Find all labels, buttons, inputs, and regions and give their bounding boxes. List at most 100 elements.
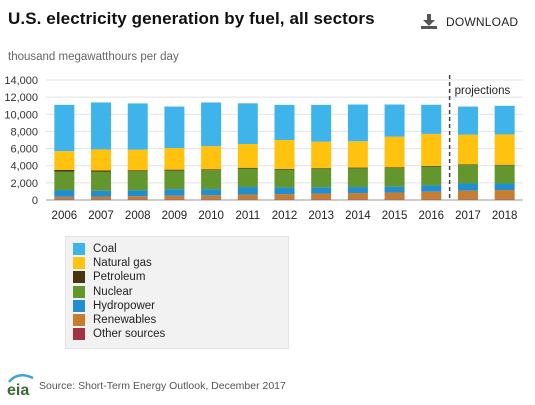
bar-petroleum[interactable] — [91, 170, 112, 172]
bar-petroleum[interactable] — [164, 169, 185, 171]
bar-petroleum[interactable] — [494, 164, 515, 166]
bar-renewables[interactable] — [457, 190, 478, 200]
bar-natural-gas[interactable] — [91, 149, 112, 171]
bar-natural-gas[interactable] — [127, 149, 148, 171]
bar-nuclear[interactable] — [164, 170, 185, 190]
bar-renewables[interactable] — [237, 194, 258, 200]
bar-coal[interactable] — [127, 103, 148, 150]
bar-natural-gas[interactable] — [237, 144, 258, 168]
legend-item-petroleum[interactable]: Petroleum — [73, 270, 288, 284]
legend-label: Renewables — [93, 314, 157, 327]
bar-natural-gas[interactable] — [421, 133, 442, 166]
bar-coal[interactable] — [164, 106, 185, 149]
bar-hydropower[interactable] — [237, 187, 258, 195]
bar-renewables[interactable] — [274, 194, 295, 200]
bar-nuclear[interactable] — [237, 168, 258, 188]
bar-natural-gas[interactable] — [384, 136, 405, 168]
bar-nuclear[interactable] — [494, 165, 515, 184]
download-icon — [421, 14, 437, 29]
bar-coal[interactable] — [494, 105, 515, 135]
bar-renewables[interactable] — [421, 191, 442, 200]
bar-nuclear[interactable] — [347, 168, 368, 188]
bar-nuclear[interactable] — [457, 164, 478, 184]
legend-item-natural-gas[interactable]: Natural gas — [73, 256, 288, 270]
bar-renewables[interactable] — [91, 196, 112, 200]
bar-renewables[interactable] — [201, 195, 222, 200]
bar-hydropower[interactable] — [91, 190, 112, 197]
bar-natural-gas[interactable] — [164, 148, 185, 170]
bar-coal[interactable] — [54, 104, 75, 152]
bar-natural-gas[interactable] — [54, 151, 75, 170]
bar-petroleum[interactable] — [54, 170, 75, 172]
bar-petroleum[interactable] — [311, 168, 332, 169]
bar-nuclear[interactable] — [91, 171, 112, 191]
legend-item-renewables[interactable]: Renewables — [73, 313, 288, 327]
bar-petroleum[interactable] — [421, 165, 442, 167]
bar-petroleum[interactable] — [201, 169, 222, 171]
bar-hydropower[interactable] — [201, 189, 222, 196]
bar-coal[interactable] — [457, 106, 478, 135]
bar-coal[interactable] — [201, 102, 222, 147]
bar-coal[interactable] — [347, 104, 368, 142]
bar-coal[interactable] — [421, 104, 442, 134]
bar-hydropower[interactable] — [347, 187, 368, 194]
bar-nuclear[interactable] — [201, 170, 222, 190]
legend-item-other-sources[interactable]: Other sources — [73, 327, 288, 341]
bar-renewables[interactable] — [347, 193, 368, 200]
legend-item-hydropower[interactable]: Hydropower — [73, 299, 288, 313]
bar-petroleum[interactable] — [237, 167, 258, 169]
bar-nuclear[interactable] — [274, 169, 295, 188]
bar-petroleum[interactable] — [274, 168, 295, 170]
bar-renewables[interactable] — [384, 192, 405, 200]
x-tick-label: 2016 — [418, 210, 444, 222]
bar-renewables[interactable] — [127, 196, 148, 200]
bar-renewables[interactable] — [164, 195, 185, 200]
bar-nuclear[interactable] — [127, 171, 148, 191]
bar-hydropower[interactable] — [494, 183, 515, 191]
bar-natural-gas[interactable] — [347, 141, 368, 168]
bar-nuclear[interactable] — [54, 171, 75, 191]
bar-natural-gas[interactable] — [201, 146, 222, 170]
bar-coal[interactable] — [274, 104, 295, 140]
bar-hydropower[interactable] — [421, 185, 442, 192]
bar-natural-gas[interactable] — [274, 140, 295, 169]
legend-swatch — [73, 243, 85, 256]
bar-renewables[interactable] — [54, 196, 75, 200]
bar-hydropower[interactable] — [164, 189, 185, 196]
bar-hydropower[interactable] — [54, 190, 75, 197]
bar-coal[interactable] — [237, 103, 258, 145]
bar-hydropower[interactable] — [311, 187, 332, 194]
bar-nuclear[interactable] — [311, 168, 332, 188]
x-tick-label: 2014 — [345, 210, 371, 222]
legend-item-nuclear[interactable]: Nuclear — [73, 285, 288, 299]
y-tick-label: 6,000 — [10, 144, 38, 156]
bar-coal[interactable] — [311, 104, 332, 142]
bar-natural-gas[interactable] — [494, 134, 515, 165]
y-tick-label: 0 — [32, 195, 38, 207]
bar-petroleum[interactable] — [457, 164, 478, 165]
bar-coal[interactable] — [384, 104, 405, 137]
bar-hydropower[interactable] — [274, 187, 295, 195]
bar-petroleum[interactable] — [127, 170, 148, 172]
bar-natural-gas[interactable] — [311, 141, 332, 169]
bar-coal[interactable] — [91, 102, 112, 150]
x-tick-label: 2013 — [308, 210, 334, 222]
x-tick-label: 2009 — [162, 210, 188, 222]
eia-logo[interactable]: eia — [6, 370, 36, 400]
legend-item-coal[interactable]: Coal — [73, 242, 288, 256]
y-tick-label: 14,000 — [4, 75, 38, 87]
bar-hydropower[interactable] — [457, 183, 478, 191]
bar-petroleum[interactable] — [347, 167, 368, 169]
bar-petroleum[interactable] — [384, 167, 405, 168]
bar-hydropower[interactable] — [384, 186, 405, 193]
bar-nuclear[interactable] — [421, 166, 442, 186]
bar-natural-gas[interactable] — [457, 134, 478, 165]
legend-label: Coal — [93, 243, 117, 256]
download-button[interactable]: DOWNLOAD — [421, 14, 518, 29]
y-tick-label: 2,000 — [10, 178, 38, 190]
bar-renewables[interactable] — [494, 190, 515, 200]
bar-hydropower[interactable] — [127, 190, 148, 197]
x-tick-label: 2011 — [235, 210, 260, 222]
bar-renewables[interactable] — [311, 193, 332, 200]
bar-nuclear[interactable] — [384, 167, 405, 187]
